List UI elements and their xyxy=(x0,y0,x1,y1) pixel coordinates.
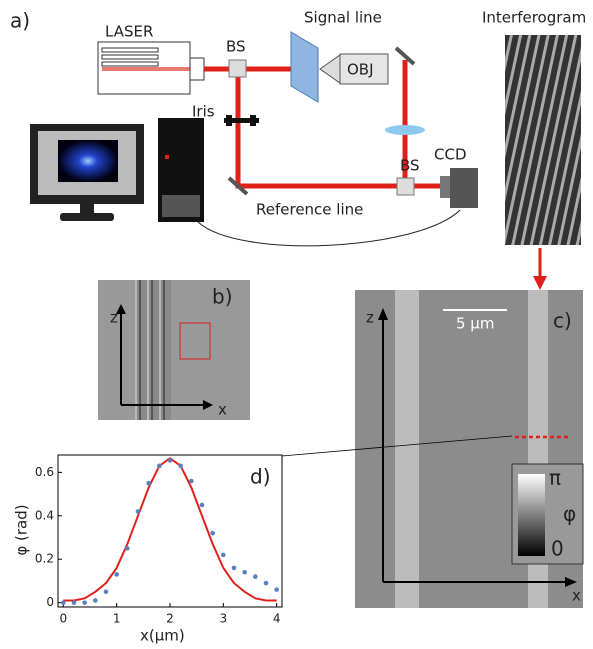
data-point xyxy=(114,572,119,577)
beam-splitter xyxy=(397,178,414,195)
data-point xyxy=(264,581,269,586)
interferogram-image xyxy=(505,35,581,245)
iris xyxy=(224,115,259,126)
data-point xyxy=(125,546,130,551)
plot-frame xyxy=(58,455,282,607)
label: z xyxy=(110,309,118,327)
label: OBJ xyxy=(347,61,374,79)
data-point xyxy=(210,531,215,536)
label: LASER xyxy=(105,23,153,41)
lens xyxy=(385,125,425,135)
data-point xyxy=(136,509,141,514)
x-tick-label: 1 xyxy=(113,612,121,626)
colorbar xyxy=(518,474,545,556)
x-tick-label: 2 xyxy=(166,612,174,626)
signal-sample xyxy=(291,32,318,102)
label: Reference line xyxy=(256,201,363,219)
label: CCD xyxy=(434,146,467,164)
data-point xyxy=(200,503,205,508)
x-tick-label: 3 xyxy=(220,612,228,626)
panel-label: a) xyxy=(10,9,30,33)
data-point xyxy=(178,464,183,469)
label: x xyxy=(572,587,581,605)
x-axis-label: x(μm) xyxy=(140,627,185,645)
x-tick-label: 4 xyxy=(273,612,281,626)
label: Iris xyxy=(192,103,215,121)
colorbar-label: 0 xyxy=(551,537,564,561)
panel-label: b) xyxy=(212,285,233,309)
ccd xyxy=(450,168,478,208)
objective-tip xyxy=(320,55,340,83)
panel-label: d) xyxy=(250,465,271,489)
beam-splitter xyxy=(229,60,246,77)
data-point xyxy=(157,464,162,469)
data-point xyxy=(274,587,279,592)
y-axis-label: φ (rad) xyxy=(13,504,31,555)
data-point xyxy=(72,600,77,605)
label: z xyxy=(366,309,374,327)
data-point xyxy=(242,570,247,575)
phase-stripe xyxy=(395,290,419,608)
data-point xyxy=(232,566,237,571)
laser-glow xyxy=(102,67,190,71)
data-point xyxy=(104,590,109,595)
y-tick-label: 0.6 xyxy=(35,465,54,479)
y-tick-label: 0.2 xyxy=(35,552,54,566)
laser-head xyxy=(190,58,204,80)
data-point xyxy=(146,481,151,486)
x-tick-label: 0 xyxy=(60,612,68,626)
colorbar-label: φ xyxy=(563,502,576,526)
data-point xyxy=(93,598,98,603)
data-point xyxy=(253,574,258,579)
computer xyxy=(30,118,204,222)
data-point xyxy=(221,553,226,558)
panel-label: c) xyxy=(553,309,572,333)
label: BS xyxy=(400,157,420,175)
label: BS xyxy=(226,38,246,56)
data-point xyxy=(61,600,66,605)
arrow-head xyxy=(533,276,547,290)
y-tick-label: 0.4 xyxy=(35,508,54,522)
data-point xyxy=(168,458,173,463)
label: 5 μm xyxy=(456,315,494,333)
sample-stripes xyxy=(135,280,171,420)
data-point xyxy=(189,479,194,484)
label: Interferogram xyxy=(482,9,586,27)
figure: a) LASER BS Signal line OBJ Interferogra… xyxy=(0,0,593,649)
label: Signal line xyxy=(304,9,382,27)
label: x xyxy=(218,401,227,419)
colorbar-label: π xyxy=(549,466,561,490)
data-point xyxy=(82,600,87,605)
y-tick-label: 0 xyxy=(46,595,54,609)
